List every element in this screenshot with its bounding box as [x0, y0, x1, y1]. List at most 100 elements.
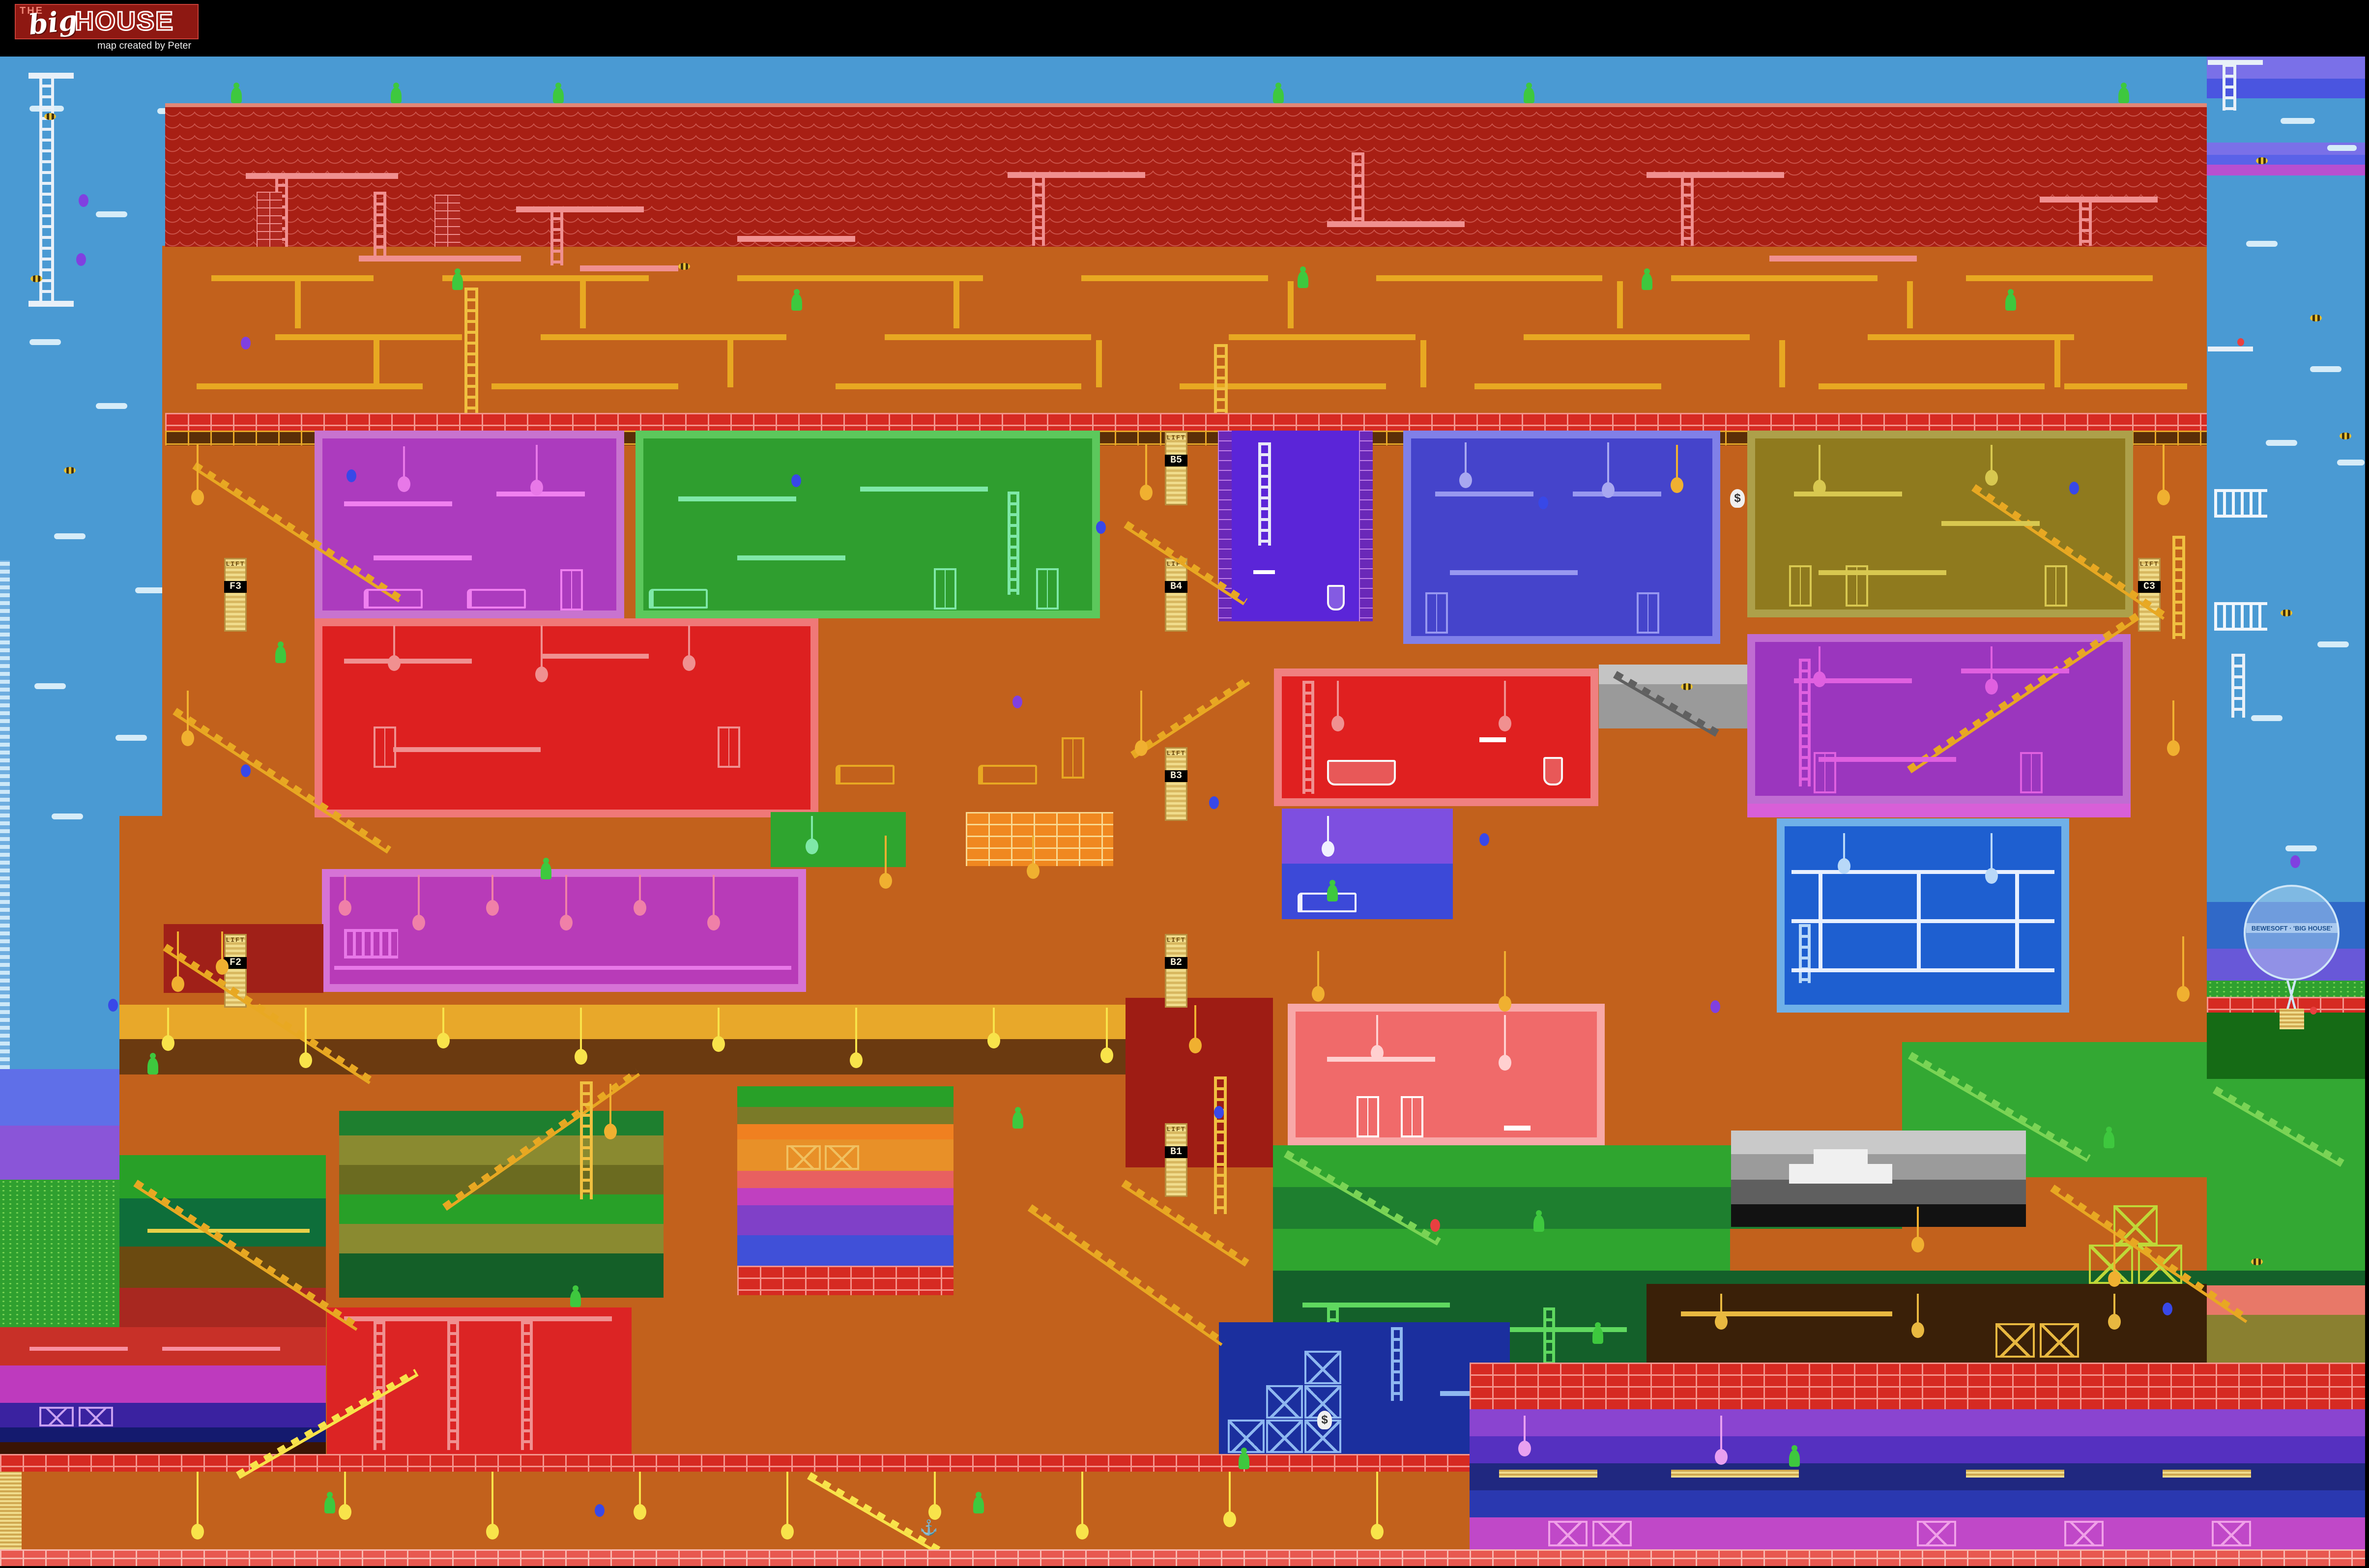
attic-bar: [1474, 383, 1661, 389]
wine-shelf: [147, 1229, 310, 1233]
left-band-navy: [0, 1427, 326, 1442]
attic-post: [1096, 340, 1102, 387]
attic-post: [1420, 340, 1426, 387]
crate: [39, 1407, 74, 1426]
wardrobe: [560, 569, 583, 610]
lamp: [712, 1008, 725, 1052]
room-ballroom: [322, 869, 806, 992]
balloon-sprite: [1479, 833, 1489, 846]
attic-bar: [275, 334, 462, 340]
lamp: [1813, 445, 1826, 495]
lamp: [1371, 1472, 1384, 1539]
cloud: [96, 403, 127, 409]
cloud: [2246, 241, 2278, 247]
cloud: [96, 211, 127, 217]
figure: [1789, 1445, 1800, 1467]
cellar-khaki: [2207, 1315, 2365, 1363]
cloud: [2266, 440, 2297, 446]
balloon-sprite: [1538, 496, 1548, 509]
shelf: [1961, 668, 2069, 673]
crate: [825, 1145, 859, 1170]
wardrobe: [1401, 1096, 1423, 1137]
lamp: [683, 625, 695, 671]
roof-statue: [2118, 83, 2129, 103]
sky-ladder-right-low: [2231, 654, 2245, 718]
lamp: [172, 931, 184, 992]
lamp: [1838, 833, 1850, 874]
shelf: [393, 747, 541, 752]
band-indigo: [1470, 1436, 2365, 1463]
room-gray-garage: [1731, 1131, 2026, 1154]
attic-bar: [1081, 275, 1268, 281]
balloon-sprite: [791, 474, 801, 487]
figure: [324, 1492, 335, 1513]
bee: [2251, 1258, 2263, 1265]
cloud: [52, 813, 83, 819]
black-bottom-edge: [0, 1566, 2369, 1568]
figure: [541, 858, 551, 879]
lamp: [1518, 1416, 1531, 1456]
green-plat: [1302, 1303, 1450, 1307]
attic-bar: [836, 383, 1081, 389]
bed: [978, 765, 1037, 784]
room-violet-bedroom-bottom: [1282, 864, 1453, 919]
crate: [2040, 1323, 2079, 1358]
roof-platform: [1647, 172, 1784, 178]
orange-brick-band: [966, 812, 1113, 866]
left-edge-lift-shaft: [0, 560, 10, 1069]
wardrobe: [374, 726, 396, 768]
band-plat: [1966, 1470, 2064, 1478]
hall-ladder: [2172, 536, 2185, 639]
balloon-sprite: [595, 1504, 605, 1517]
shelf: [344, 501, 452, 506]
shelf: [860, 487, 988, 492]
attic-ladder: [464, 288, 478, 413]
attic-bar: [2064, 383, 2187, 389]
logo-house: HOUSE: [74, 6, 174, 36]
lamp: [1459, 442, 1472, 488]
lamp: [1985, 833, 1998, 884]
attic-post: [1288, 281, 1294, 328]
figure: [1239, 1448, 1249, 1469]
band-purple: [1470, 1409, 2365, 1436]
balloon-sprite: [2290, 855, 2300, 868]
cloud: [2310, 366, 2341, 372]
logo-box: THE big HOUSE: [15, 4, 199, 41]
figure: [1533, 1210, 1544, 1232]
lamp: [634, 1472, 646, 1520]
ballroom-banister: [334, 966, 791, 970]
wardrobe: [1637, 592, 1659, 634]
lamp: [530, 445, 543, 495]
bee: [30, 275, 42, 282]
roof-statue: [231, 83, 242, 103]
mid-stack-b: [737, 1171, 953, 1188]
room-indigo-bathroom: [1218, 431, 1373, 621]
shelf: [1435, 492, 1533, 496]
sky-balcony-right-2: [2214, 602, 2267, 631]
balloon-sprite: [241, 764, 251, 777]
garden-stripe: [1273, 1229, 1730, 1271]
attic-post: [727, 340, 733, 387]
lamp: [162, 1008, 174, 1051]
room-blue-bedroom: [1403, 431, 1720, 644]
sky-platform-left-bottom: [29, 301, 74, 307]
lamp: [2157, 445, 2170, 505]
green-plat: [1499, 1327, 1627, 1332]
cloud: [116, 735, 147, 741]
room-pink-bathroom: [1288, 1004, 1605, 1145]
green-room-ladder: [1008, 492, 1019, 595]
lamp: [486, 1472, 499, 1539]
left-stack: [119, 1288, 326, 1327]
room-dark-red-center: [1126, 998, 1273, 1167]
attic-bar: [885, 334, 1091, 340]
lamp: [1813, 646, 1826, 687]
figure: [452, 268, 463, 290]
sky-band-blue-2: [2207, 155, 2365, 165]
garage-car-body: [1789, 1164, 1892, 1184]
roof-chimney: [434, 195, 460, 247]
roof-chimney: [257, 192, 282, 247]
shelf: [1794, 492, 1902, 496]
sky-balcony-right-1: [2214, 489, 2267, 518]
toilet: [1327, 585, 1345, 610]
